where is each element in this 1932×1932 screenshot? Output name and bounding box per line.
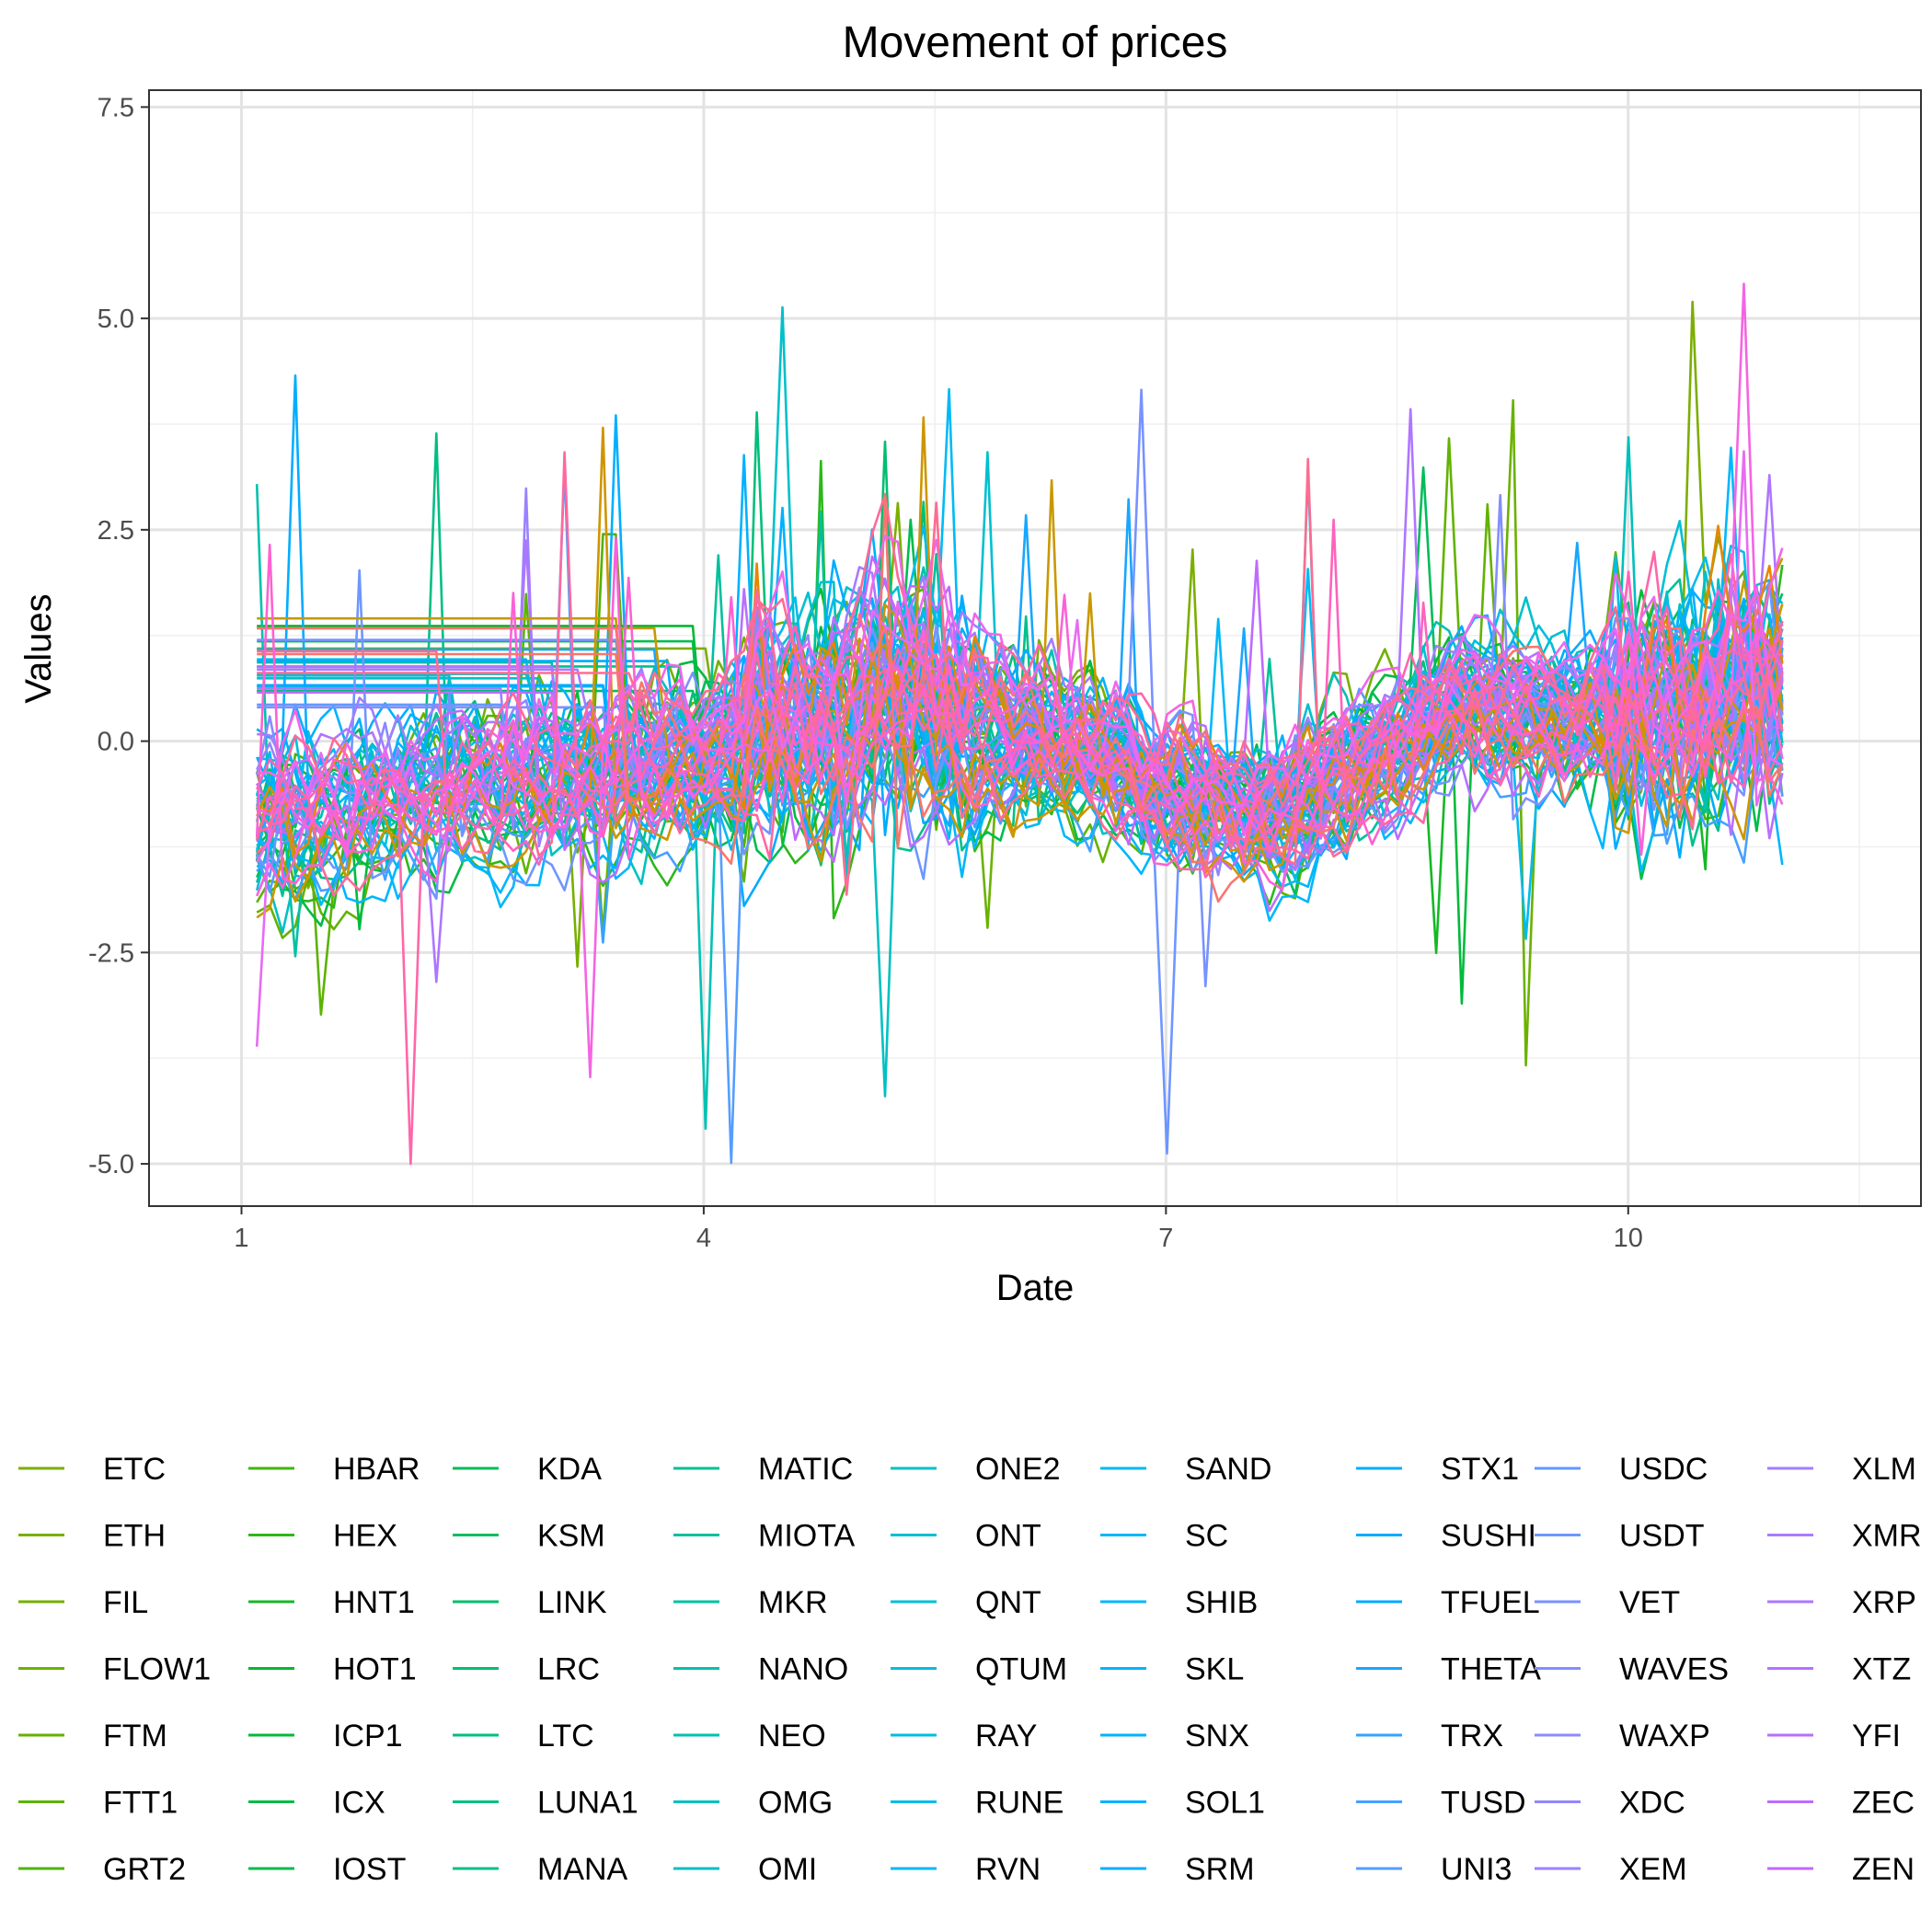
legend-label: VET [1619,1585,1680,1620]
x-tick-label: 4 [696,1224,711,1253]
y-tick-label: -5.0 [88,1150,134,1179]
series-line-extra-16 [256,605,1784,817]
legend-label: IOST [333,1852,406,1887]
legend-label: HOT1 [333,1652,417,1687]
legend-label: ICP1 [333,1719,403,1754]
legend-label: XEM [1619,1852,1687,1887]
legend-label: SC [1185,1519,1228,1554]
series-lines-layer [255,282,1784,1166]
legend-label: FLOW1 [103,1652,211,1687]
legend-label: RUNE [975,1786,1064,1821]
series-line-extra-19 [255,543,1784,885]
legend-label: TUSD [1441,1786,1526,1821]
legend-label: TRX [1441,1719,1503,1754]
legend-label: MANA [537,1852,628,1887]
panel-border [148,89,1922,1207]
legend-label: RVN [975,1852,1041,1887]
series-line-extra-7 [257,457,1784,866]
legend-label: OMI [758,1852,817,1887]
legend-label: SKL [1185,1652,1244,1687]
series-line-extra-13 [256,620,1784,850]
legend-label: LINK [537,1585,607,1620]
legend-label: GRT2 [103,1852,186,1887]
legend-label: FIL [103,1585,148,1620]
legend-label: ICX [333,1786,385,1821]
legend-label: MATIC [758,1452,853,1487]
legend-label: STX1 [1441,1452,1519,1487]
legend-label: NEO [758,1719,826,1754]
chart-title: Movement of prices [843,18,1228,67]
legend-label: WAXP [1619,1719,1710,1754]
y-tick-label: 0.0 [98,728,134,757]
legend-label: XMR [1852,1519,1922,1554]
legend-label: LTC [537,1719,594,1754]
legend-label: USDC [1619,1452,1708,1487]
legend-label: OMG [758,1786,833,1821]
legend-label: UNI3 [1441,1852,1512,1887]
legend-label: SHIB [1185,1585,1258,1620]
legend-label: KDA [537,1452,602,1487]
legend: ETC ETH FIL FLOW1 FTM FTT1 GRT2 HBAR HEX HNT1 HOT1… [18,1452,1922,1887]
legend-label: YFI [1852,1719,1901,1754]
legend-label: XRP [1852,1585,1916,1620]
series-line-extra-12 [255,450,1783,1047]
legend-label: SNX [1185,1719,1249,1754]
legend-label: HEX [333,1519,397,1554]
legend-label: HNT1 [333,1585,415,1620]
x-tick-label: 7 [1158,1224,1173,1253]
legend-label: RAY [975,1719,1037,1754]
legend-label: FTM [103,1719,167,1754]
legend-label: THETA [1441,1652,1541,1687]
y-tick-label: 2.5 [98,516,134,546]
legend-label: LRC [537,1652,600,1687]
ticks-layer: 7.5 5.0 2.5 0.0 -2.5 -5.0 1 4 7 10 [88,93,1643,1253]
series-line-extra-11 [256,282,1784,1079]
legend-label: MIOTA [758,1519,855,1554]
legend-label: ZEN [1852,1852,1915,1887]
legend-label: XLM [1852,1452,1916,1487]
legend-label: USDT [1619,1519,1705,1554]
legend-label: NANO [758,1652,848,1687]
series-line-extra-17 [257,535,1784,842]
legend-label: SUSHI [1441,1519,1536,1554]
legend-label: ONE2 [975,1452,1061,1487]
legend-label: FTT1 [103,1786,178,1821]
x-axis-title: Date [996,1268,1075,1308]
y-axis-title: Values [18,593,59,703]
x-tick-label: 1 [234,1224,248,1253]
legend-label: WAVES [1619,1652,1729,1687]
legend-label: ONT [975,1519,1041,1554]
legend-label: ETC [103,1452,166,1487]
legend-label: QNT [975,1585,1041,1620]
legend-label: ZEC [1852,1786,1915,1821]
legend-label: ETH [103,1519,166,1554]
legend-label: SOL1 [1185,1786,1265,1821]
legend-label: XTZ [1852,1652,1911,1687]
y-tick-label: 5.0 [98,305,134,334]
legend-label: XDC [1619,1786,1685,1821]
x-tick-label: 10 [1614,1224,1643,1253]
series-line-extra-18 [257,501,1784,896]
y-tick-label: -2.5 [88,938,134,968]
legend-label: HBAR [333,1452,420,1487]
legend-label: SRM [1185,1852,1255,1887]
series-line-extra-14 [256,493,1784,834]
legend-label: LUNA1 [537,1786,638,1821]
series-line-WAXP [255,604,1784,836]
series-line-TUSD [256,466,1784,902]
series-line-extra-9 [256,550,1784,1166]
legend-label: KSM [537,1519,605,1554]
y-tick-label: 7.5 [98,93,134,122]
legend-label: TFUEL [1441,1585,1540,1620]
legend-label: MKR [758,1585,828,1620]
legend-label: QTUM [975,1652,1067,1687]
legend-label: SAND [1185,1452,1271,1487]
